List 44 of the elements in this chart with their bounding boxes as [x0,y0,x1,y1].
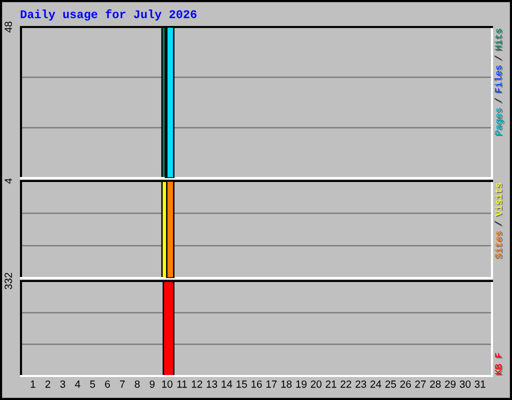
y-tick-label: 4 [4,178,12,184]
x-tick-label: 31 [474,380,486,388]
y-tick-label: 48 [4,22,12,33]
chart-title: Daily usage for July 2026 [20,9,196,21]
x-tick-label: 23 [356,380,366,388]
x-tick-label: 21 [326,380,336,388]
text: KB F [495,352,503,376]
x-tick-label: 28 [430,380,441,388]
x-tick-label: 27 [415,380,426,388]
text: / [494,98,503,104]
x-tick-label: 5 [90,380,96,388]
x-tick-label: 19 [296,380,307,388]
text: / [494,56,503,62]
x-tick-label: 7 [120,380,125,388]
x-tick-label: 2 [45,380,50,388]
text: / [494,221,503,227]
x-tick-label: 16 [252,380,262,388]
x-tick-label: 12 [192,380,202,388]
x-tick-label: 17 [266,380,277,388]
x-tick-label: 29 [444,380,456,388]
x-tick-label: 20 [310,380,322,388]
text: Files [494,66,503,94]
text: Visits [494,182,503,218]
x-tick-label: 13 [206,380,218,388]
x-tick-label: 26 [400,380,411,388]
x-tick-label: 1 [30,380,36,388]
x-tick-label: 8 [134,380,140,388]
x-tick-label: 15 [236,380,247,388]
text: Hits [494,28,503,52]
x-tick-label: 22 [340,380,352,388]
x-tick-label: 3 [60,380,66,388]
x-tick-label: 9 [150,380,155,388]
x-tick-label: 18 [281,380,292,388]
y-tick-label: 332 [4,272,12,290]
x-tick-label: 4 [74,380,80,388]
x-tick-label: 24 [370,380,382,388]
x-tick-label: 10 [162,380,172,388]
x-tick-label: 25 [385,380,396,388]
x-tick-label: 6 [105,380,110,388]
text: Sites [494,231,503,260]
x-tick-label: 11 [177,380,187,388]
x-tick-label: 30 [460,380,471,388]
text: Pages [495,108,505,136]
x-tick-label: 14 [222,380,232,388]
